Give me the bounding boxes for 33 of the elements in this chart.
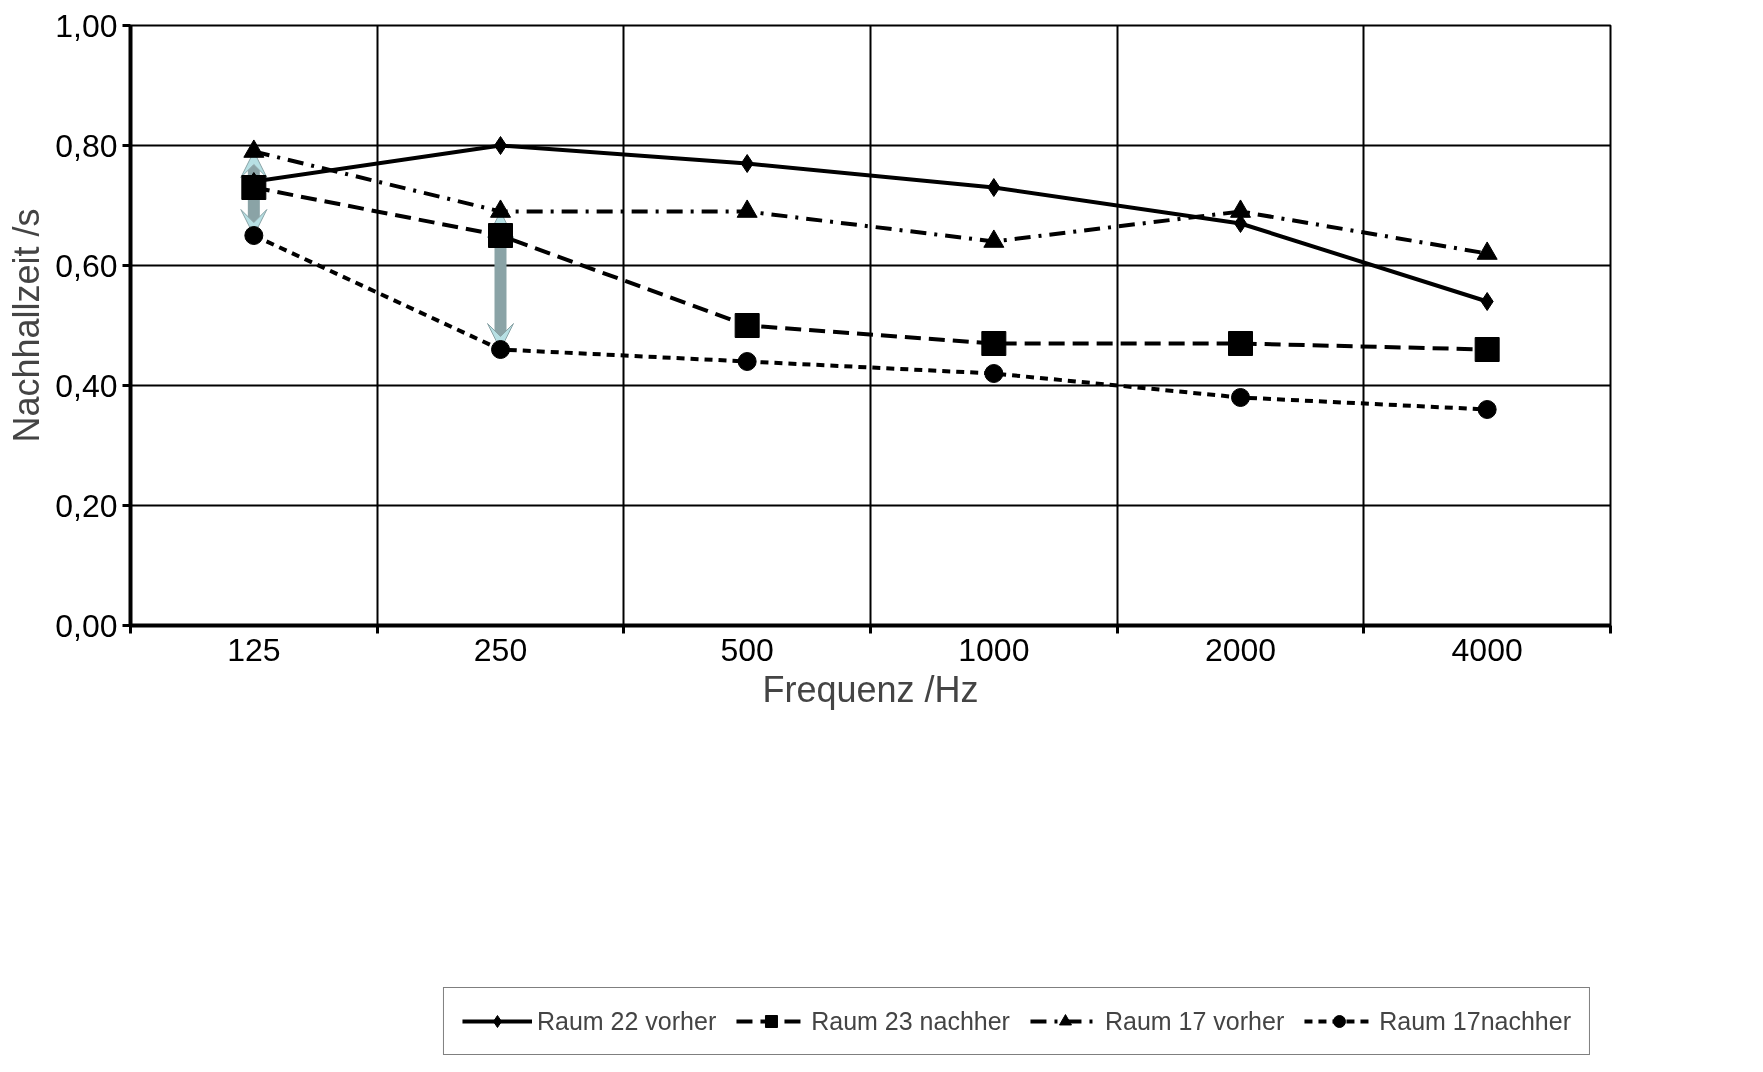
point (1231, 388, 1250, 407)
x-tick-label: 4000 (1451, 631, 1523, 668)
point (984, 364, 1004, 383)
point (1477, 400, 1497, 419)
point (491, 340, 510, 359)
legend-label: Raum 23 nachher (811, 1006, 1010, 1036)
x-tick-label: 500 (720, 631, 774, 668)
y-tick-label: 1,00 (55, 7, 118, 44)
x-tick-label: 1000 (958, 631, 1030, 668)
legend-label: Raum 17nachher (1379, 1006, 1571, 1036)
y-tick-label: 0,00 (55, 607, 118, 644)
point (241, 175, 267, 200)
y-tick-label: 0,40 (55, 367, 118, 404)
point (1228, 331, 1253, 356)
legend-label: Raum 22 vorher (536, 1006, 717, 1036)
x-tick-label: 125 (227, 631, 281, 668)
point (737, 352, 757, 371)
x-axis-title: Frequenz /Hz (762, 668, 979, 710)
point (244, 226, 264, 245)
point (987, 178, 1001, 197)
x-tick-label: 250 (473, 631, 528, 668)
y-tick-label: 0,20 (55, 487, 118, 524)
point (488, 223, 513, 248)
y-tick-label: 0,80 (55, 127, 118, 164)
point (1480, 292, 1494, 311)
point (740, 154, 754, 173)
point (981, 331, 1007, 356)
y-axis-title: Nachhallzeit /s (6, 208, 48, 443)
legend-label: Raum 17 vorher (1104, 1006, 1285, 1036)
y-tick-label: 0,60 (55, 247, 118, 284)
point (734, 313, 760, 338)
x-tick-label: 2000 (1204, 631, 1277, 668)
point (1474, 337, 1500, 362)
